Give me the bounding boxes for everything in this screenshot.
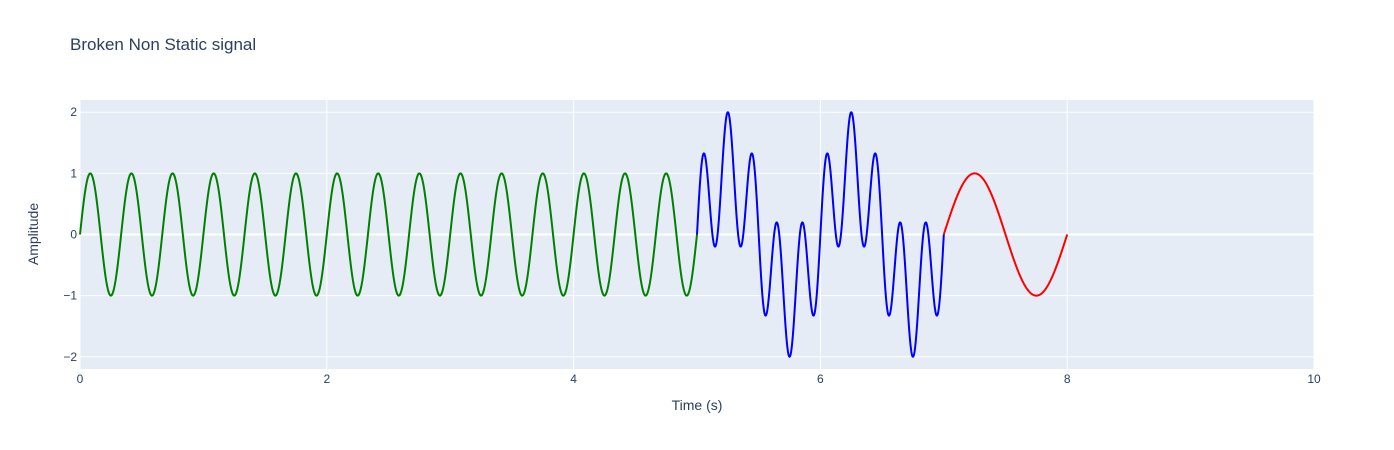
x-tick-label: 6 xyxy=(817,372,824,386)
series-line-2 xyxy=(696,111,945,358)
x-tick-label: 0 xyxy=(77,372,84,386)
chart-title: Broken Non Static signal xyxy=(70,35,256,54)
series-layer xyxy=(79,111,1069,358)
x-tick-label: 4 xyxy=(570,372,577,386)
x-tick-label: 2 xyxy=(323,372,330,386)
series-line-1 xyxy=(79,172,698,297)
y-tick-label: 2 xyxy=(70,105,77,119)
x-tick-label: 8 xyxy=(1064,372,1071,386)
y-tick-label: −2 xyxy=(63,350,77,364)
y-axis-title: Amplitude xyxy=(25,203,41,265)
x-axis-ticks: 0 2 4 6 8 10 xyxy=(77,372,1321,386)
x-axis-title: Time (s) xyxy=(672,397,723,413)
y-tick-label: −1 xyxy=(63,289,77,303)
y-tick-label: 0 xyxy=(70,228,77,242)
x-tick-label: 10 xyxy=(1307,372,1321,386)
y-tick-label: 1 xyxy=(70,166,77,180)
y-axis-ticks: −2 −1 0 1 2 xyxy=(63,105,77,364)
series-line-3 xyxy=(942,172,1069,297)
